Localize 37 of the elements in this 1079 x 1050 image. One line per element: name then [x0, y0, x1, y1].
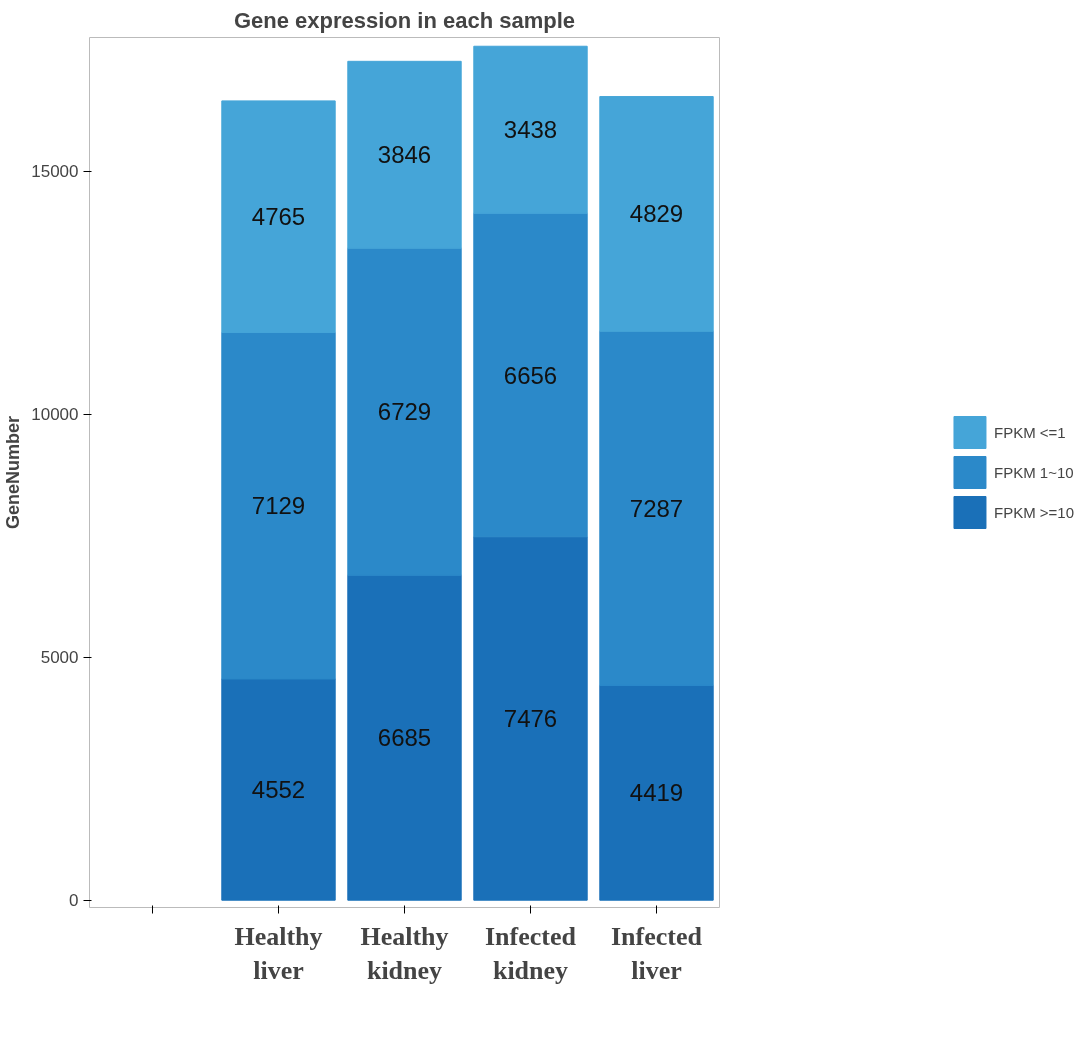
data-label: 6729 — [377, 398, 432, 426]
legend-label: FPKM >=10 — [993, 503, 1075, 521]
data-label: 3846 — [377, 141, 432, 169]
x-tick-label: Healthy kidney — [360, 921, 449, 986]
data-label: 4419 — [629, 779, 684, 807]
y-axis-title: GeneNumber — [3, 415, 24, 530]
data-label: 3438 — [503, 116, 558, 144]
bar — [599, 330, 714, 686]
legend-label: FPKM <=1 — [993, 423, 1066, 441]
data-label: 6656 — [503, 361, 558, 389]
bar — [599, 96, 714, 332]
data-label: 4552 — [251, 776, 306, 804]
bar — [599, 684, 714, 901]
y-tick-label: 15000 — [31, 162, 79, 182]
data-label: 7129 — [251, 492, 306, 520]
y-tick-label: 0 — [69, 891, 79, 911]
x-tick-label: Infected liver — [611, 921, 703, 986]
bar — [347, 60, 462, 249]
data-label: 4765 — [251, 203, 306, 231]
bar — [221, 331, 336, 680]
bar — [347, 574, 462, 901]
data-label: 7476 — [503, 705, 558, 733]
bar — [221, 678, 336, 901]
data-label: 7287 — [629, 494, 684, 522]
data-label: 4829 — [629, 200, 684, 228]
y-tick-label: 10000 — [31, 405, 79, 425]
data-label: 6685 — [377, 724, 432, 752]
bar — [473, 212, 588, 538]
chart-title: Gene expression in each sample — [233, 7, 576, 33]
x-tick-label: Infected kidney — [485, 921, 577, 986]
bar — [473, 45, 588, 214]
bar — [473, 536, 588, 901]
legend-label: FPKM 1~10 — [993, 463, 1074, 481]
y-tick-label: 5000 — [40, 648, 79, 668]
bar — [347, 247, 462, 576]
x-tick-label: Healthy liver — [234, 921, 323, 986]
bar — [221, 100, 336, 333]
